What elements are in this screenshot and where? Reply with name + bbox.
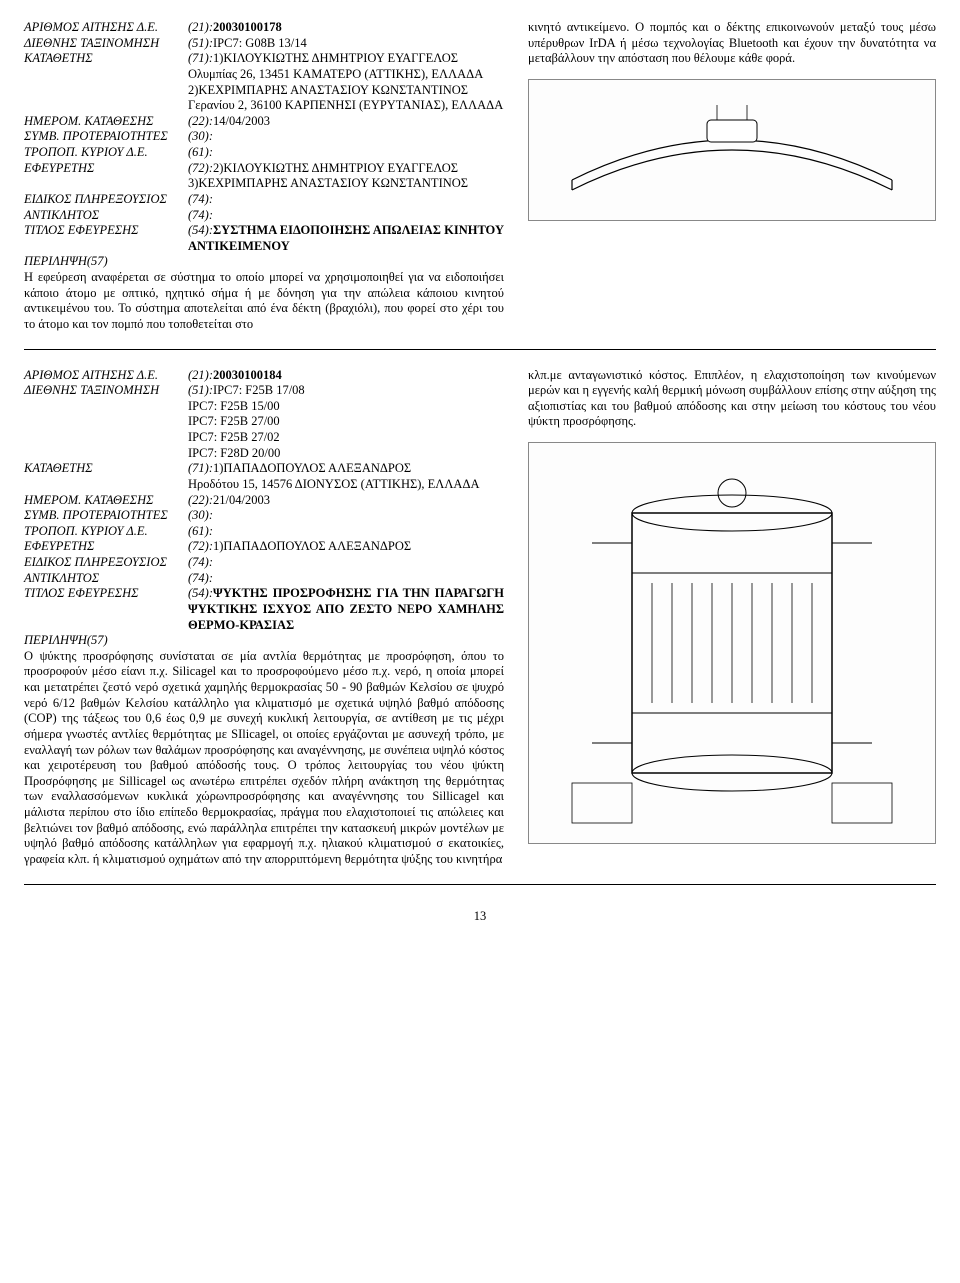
- chiller-diagram-icon: [552, 453, 912, 833]
- field-value: (30):: [188, 508, 504, 524]
- field-value: (72):1)ΠΑΠΑΔΟΠΟΥΛΟΣ ΑΛΕΞΑΝΔΡΟΣ: [188, 539, 504, 555]
- field-label: ΤΡΟΠΟΠ. ΚΥΡΙΟΥ Δ.Ε.: [24, 145, 188, 161]
- field-label: ΤΡΟΠΟΠ. ΚΥΡΙΟΥ Δ.Ε.: [24, 524, 188, 540]
- field-value: (54):ΨΥΚΤΗΣ ΠΡΟΣΡΟΦΗΣΗΣ ΓΙΑ ΤΗΝ ΠΑΡΑΓΩΓΗ…: [188, 586, 504, 633]
- field-title: ΤΙΤΛΟΣ ΕΦΕΥΡΕΣΗΣ (54):ΨΥΚΤΗΣ ΠΡΟΣΡΟΦΗΣΗΣ…: [24, 586, 504, 633]
- field-value: (74):: [188, 571, 504, 587]
- field-value: (21):20030100184: [188, 368, 504, 384]
- field-value: (71):1)ΠΑΠΑΔΟΠΟΥΛΟΣ ΑΛΕΞΑΝΔΡΟΣ Ηροδότου …: [188, 461, 504, 492]
- field-value: (72):2)ΚΙΛΟΥΚΙΩΤΗΣ ΔΗΜΗΤΡΙΟΥ ΕΥΑΓΓΕΛΟΣ 3…: [188, 161, 504, 192]
- abstract-text-right: κλπ.με ανταγωνιστικό κόστος. Επιπλέον, η…: [528, 368, 936, 431]
- abstract-label: ΠΕΡΙΛΗΨΗ(57): [24, 254, 504, 270]
- field-filing-date: ΗΜΕΡΟΜ. ΚΑΤΑΘΕΣΗΣ (22):14/04/2003: [24, 114, 504, 130]
- field-value: (61):: [188, 145, 504, 161]
- field-label: ΗΜΕΡΟΜ. ΚΑΤΑΘΕΣΗΣ: [24, 493, 188, 509]
- field-ipc: ΔΙΕΘΝΗΣ ΤΑΞΙΝΟΜΗΣΗ (51):IPC7: G08B 13/14: [24, 36, 504, 52]
- entry-left-column: ΑΡΙΘΜΟΣ ΑΙΤΗΣΗΣ Δ.Ε. (21):20030100184 ΔΙ…: [24, 368, 504, 868]
- field-label: ΕΦΕΥΡΕΤΗΣ: [24, 539, 188, 555]
- field-value: (30):: [188, 129, 504, 145]
- field-label: ΕΙΔΙΚΟΣ ΠΛΗΡΕΞΟΥΣΙΟΣ: [24, 555, 188, 571]
- entry-left-column: ΑΡΙΘΜΟΣ ΑΙΤΗΣΗΣ Δ.Ε. (21):20030100178 ΔΙ…: [24, 20, 504, 333]
- abstract-text-right: κινητό αντικείμενο. Ο πομπός και ο δέκτη…: [528, 20, 936, 67]
- field-label: ΕΙΔΙΚΟΣ ΠΛΗΡΕΞΟΥΣΙΟΣ: [24, 192, 188, 208]
- field-value: (21):20030100178: [188, 20, 504, 36]
- field-label: ΑΝΤΙΚΛΗΤΟΣ: [24, 208, 188, 224]
- field-label: ΤΙΤΛΟΣ ΕΦΕΥΡΕΣΗΣ: [24, 223, 188, 254]
- field-label: ΗΜΕΡΟΜ. ΚΑΤΑΘΕΣΗΣ: [24, 114, 188, 130]
- patent-entry: ΑΡΙΘΜΟΣ ΑΙΤΗΣΗΣ Δ.Ε. (21):20030100178 ΔΙ…: [24, 20, 936, 350]
- field-title: ΤΙΤΛΟΣ ΕΦΕΥΡΕΣΗΣ (54):ΣΥΣΤΗΜΑ ΕΙΔΟΠΟΙΗΣΗ…: [24, 223, 504, 254]
- field-app-no: ΑΡΙΘΜΟΣ ΑΙΤΗΣΗΣ Δ.Ε. (21):20030100178: [24, 20, 504, 36]
- field-value: (22):21/04/2003: [188, 493, 504, 509]
- field-label: ΣΥΜΒ. ΠΡΟΤΕΡΑΙΟΤΗΤΕΣ: [24, 129, 188, 145]
- page-number: 13: [24, 909, 936, 925]
- field-value: (22):14/04/2003: [188, 114, 504, 130]
- field-priority: ΣΥΜΒ. ΠΡΟΤΕΡΑΙΟΤΗΤΕΣ (30):: [24, 508, 504, 524]
- field-value: (51):IPC7: G08B 13/14: [188, 36, 504, 52]
- field-label: ΑΡΙΘΜΟΣ ΑΙΤΗΣΗΣ Δ.Ε.: [24, 368, 188, 384]
- field-addressee: ΑΝΤΙΚΛΗΤΟΣ (74):: [24, 208, 504, 224]
- patent-figure: [528, 79, 936, 221]
- entry-right-column: κλπ.με ανταγωνιστικό κόστος. Επιπλέον, η…: [528, 368, 936, 868]
- field-addressee: ΑΝΤΙΚΛΗΤΟΣ (74):: [24, 571, 504, 587]
- field-value: (74):: [188, 192, 504, 208]
- abstract-text-left: Η εφεύρεση αναφέρεται σε σύστημα το οποί…: [24, 270, 504, 333]
- field-inventor: ΕΦΕΥΡΕΤΗΣ (72):2)ΚΙΛΟΥΚΙΩΤΗΣ ΔΗΜΗΤΡΙΟΥ Ε…: [24, 161, 504, 192]
- field-filing-date: ΗΜΕΡΟΜ. ΚΑΤΑΘΕΣΗΣ (22):21/04/2003: [24, 493, 504, 509]
- field-label: ΣΥΜΒ. ΠΡΟΤΕΡΑΙΟΤΗΤΕΣ: [24, 508, 188, 524]
- field-label: ΤΙΤΛΟΣ ΕΦΕΥΡΕΣΗΣ: [24, 586, 188, 633]
- field-inventor: ΕΦΕΥΡΕΤΗΣ (72):1)ΠΑΠΑΔΟΠΟΥΛΟΣ ΑΛΕΞΑΝΔΡΟΣ: [24, 539, 504, 555]
- field-amend: ΤΡΟΠΟΠ. ΚΥΡΙΟΥ Δ.Ε. (61):: [24, 524, 504, 540]
- field-amend: ΤΡΟΠΟΠ. ΚΥΡΙΟΥ Δ.Ε. (61):: [24, 145, 504, 161]
- field-label: ΔΙΕΘΝΗΣ ΤΑΞΙΝΟΜΗΣΗ: [24, 383, 188, 461]
- field-value: (74):: [188, 555, 504, 571]
- field-label: ΚΑΤΑΘΕΤΗΣ: [24, 51, 188, 114]
- bracelet-diagram-icon: [552, 90, 912, 210]
- patent-figure: [528, 442, 936, 844]
- field-value: (61):: [188, 524, 504, 540]
- abstract-text-left: Ο ψύκτης προσρόφησης συνίσταται σε μία α…: [24, 649, 504, 868]
- field-label: ΔΙΕΘΝΗΣ ΤΑΞΙΝΟΜΗΣΗ: [24, 36, 188, 52]
- field-priority: ΣΥΜΒ. ΠΡΟΤΕΡΑΙΟΤΗΤΕΣ (30):: [24, 129, 504, 145]
- field-applicant: ΚΑΤΑΘΕΤΗΣ (71):1)ΚΙΛΟΥΚΙΩΤΗΣ ΔΗΜΗΤΡΙΟΥ Ε…: [24, 51, 504, 114]
- field-ipc: ΔΙΕΘΝΗΣ ΤΑΞΙΝΟΜΗΣΗ (51):IPC7: F25B 17/08…: [24, 383, 504, 461]
- field-label: ΑΝΤΙΚΛΗΤΟΣ: [24, 571, 188, 587]
- patent-entry: ΑΡΙΘΜΟΣ ΑΙΤΗΣΗΣ Δ.Ε. (21):20030100184 ΔΙ…: [24, 368, 936, 885]
- field-app-no: ΑΡΙΘΜΟΣ ΑΙΤΗΣΗΣ Δ.Ε. (21):20030100184: [24, 368, 504, 384]
- field-value: (71):1)ΚΙΛΟΥΚΙΩΤΗΣ ΔΗΜΗΤΡΙΟΥ ΕΥΑΓΓΕΛΟΣ Ο…: [188, 51, 504, 114]
- field-special-rep: ΕΙΔΙΚΟΣ ΠΛΗΡΕΞΟΥΣΙΟΣ (74):: [24, 555, 504, 571]
- field-value: (51):IPC7: F25B 17/08 IPC7: F25B 15/00 I…: [188, 383, 504, 461]
- abstract-label: ΠΕΡΙΛΗΨΗ(57): [24, 633, 504, 649]
- entry-right-column: κινητό αντικείμενο. Ο πομπός και ο δέκτη…: [528, 20, 936, 333]
- field-label: ΕΦΕΥΡΕΤΗΣ: [24, 161, 188, 192]
- field-label: ΑΡΙΘΜΟΣ ΑΙΤΗΣΗΣ Δ.Ε.: [24, 20, 188, 36]
- field-value: (74):: [188, 208, 504, 224]
- field-label: ΚΑΤΑΘΕΤΗΣ: [24, 461, 188, 492]
- field-value: (54):ΣΥΣΤΗΜΑ ΕΙΔΟΠΟΙΗΣΗΣ ΑΠΩΛΕΙΑΣ ΚΙΝΗΤΟ…: [188, 223, 504, 254]
- field-applicant: ΚΑΤΑΘΕΤΗΣ (71):1)ΠΑΠΑΔΟΠΟΥΛΟΣ ΑΛΕΞΑΝΔΡΟΣ…: [24, 461, 504, 492]
- field-special-rep: ΕΙΔΙΚΟΣ ΠΛΗΡΕΞΟΥΣΙΟΣ (74):: [24, 192, 504, 208]
